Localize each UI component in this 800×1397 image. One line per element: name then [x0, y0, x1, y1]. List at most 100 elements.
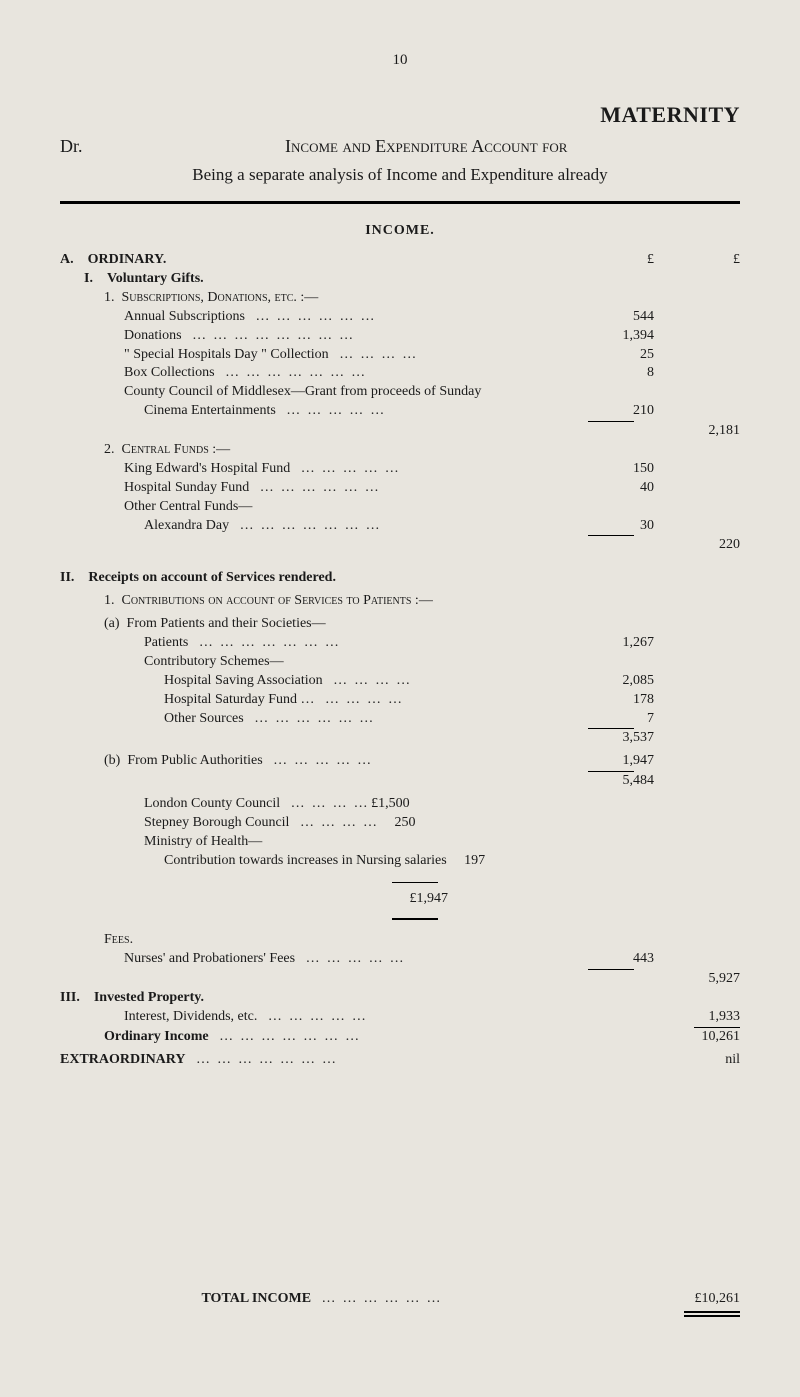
- special-hosp-label: " Special Hospitals Day " Collection: [124, 347, 329, 362]
- ordinary-income-val: 10,261: [674, 1028, 740, 1047]
- inner-rule-1947b: [60, 908, 740, 927]
- b-row: (b) From Public Authorities … … … … … 1,…: [60, 752, 740, 771]
- cinema-label: Cinema Entertainments: [144, 403, 276, 418]
- II-row: II. Receipts on account of Services rend…: [60, 569, 740, 588]
- subtotal-5484: 5,484: [588, 772, 674, 791]
- income-header: INCOME.: [60, 222, 740, 241]
- patients-val: 1,267: [588, 634, 674, 653]
- ordinary-income-label: Ordinary Income: [104, 1029, 209, 1044]
- contrib-row: 1. Contributions on account of Services …: [60, 592, 740, 611]
- stepney-val: 250: [394, 815, 415, 830]
- subs-don-label: 1. Subscriptions, Donations, etc. :—: [60, 289, 588, 308]
- hosp-saving-label: Hospital Saving Association: [164, 673, 323, 688]
- donations-row: Donations … … … … … … … … 1,394: [60, 327, 740, 346]
- nurses-fees-label: Nurses' and Probationers' Fees: [124, 951, 295, 966]
- currency-header-row: A. ORDINARY. £ £: [60, 251, 740, 270]
- subtotal-220: 220: [674, 536, 740, 555]
- account-line: Income and Expenditure Account for: [83, 134, 741, 158]
- hosp-saturday-row: Hospital Saturday Fund … … … … … 178: [60, 691, 740, 710]
- a-label: (a) From Patients and their Societies—: [60, 615, 588, 634]
- stepney-row: Stepney Borough Council … … … … 250: [60, 814, 740, 833]
- total-income-row: TOTAL INCOME … … … … … … £10,261: [60, 1290, 740, 1309]
- contribution-row: Contribution towards increases in Nursin…: [60, 852, 740, 871]
- ministry-label: Ministry of Health—: [60, 833, 588, 852]
- extraordinary-row: EXTRAORDINARY … … … … … … … nil: [60, 1051, 740, 1070]
- inner-1947: £1,947: [410, 891, 449, 906]
- stepney-label: Stepney Borough Council: [144, 815, 289, 830]
- king-edward-row: King Edward's Hospital Fund … … … … … 15…: [60, 460, 740, 479]
- other-sources-row: Other Sources … … … … … … 7: [60, 710, 740, 729]
- subtotal-3537: 3,537: [588, 729, 674, 748]
- hosp-saving-row: Hospital Saving Association … … … … 2,08…: [60, 672, 740, 691]
- london-cc-row: London County Council … … … … £1,500: [60, 795, 740, 814]
- II-label: II. Receipts on account of Services rend…: [60, 569, 588, 588]
- box-coll-label: Box Collections: [124, 365, 215, 380]
- cinema-val: 210: [588, 402, 674, 421]
- other-sources-label: Other Sources: [164, 711, 244, 726]
- total-income-label: TOTAL INCOME: [201, 1291, 311, 1306]
- page-number: 10: [60, 50, 740, 70]
- contrib-schemes-label: Contributory Schemes—: [60, 653, 588, 672]
- donations-val: 1,394: [588, 327, 674, 346]
- patients-label: Patients: [144, 635, 188, 650]
- ordinary-income-row: Ordinary Income … … … … … … … 10,261: [60, 1028, 740, 1047]
- contrib-label: 1. Contributions on account of Services …: [60, 592, 588, 611]
- special-hosp-val: 25: [588, 346, 674, 365]
- box-coll-val: 8: [588, 364, 674, 383]
- inner-1947-row: £1,947: [60, 890, 740, 909]
- other-sources-val: 7: [588, 710, 674, 729]
- hosp-sunday-row: Hospital Sunday Fund … … … … … … 40: [60, 479, 740, 498]
- hosp-saturday-label: Hospital Saturday Fund …: [164, 692, 315, 707]
- pound1: £: [588, 251, 674, 270]
- subtotal-5927-row: 5,927: [60, 970, 740, 989]
- donations-label: Donations: [124, 328, 182, 343]
- subtotal-3537-row: 3,537: [60, 729, 740, 748]
- county-council-row: County Council of Middlesex—Grant from p…: [60, 383, 740, 402]
- total-rule: [60, 1308, 740, 1317]
- interest-val: 1,933: [674, 1008, 740, 1027]
- inner-rule-1947: [60, 871, 740, 890]
- subtotal-2181-row: 2,181: [60, 422, 740, 441]
- title-maternity: MATERNITY: [60, 100, 740, 130]
- cinema-row: Cinema Entertainments … … … … … 210: [60, 402, 740, 421]
- hosp-saturday-val: 178: [588, 691, 674, 710]
- fees-header-row: Fees.: [60, 931, 740, 950]
- annual-subs-row: Annual Subscriptions … … … … … … 544: [60, 308, 740, 327]
- hosp-saving-val: 2,085: [588, 672, 674, 691]
- london-cc-val: £1,500: [371, 796, 410, 811]
- london-cc-label: London County Council: [144, 796, 280, 811]
- subtotal-5927: 5,927: [674, 970, 740, 989]
- interest-row: Interest, Dividends, etc. … … … … … 1,93…: [60, 1008, 740, 1027]
- contrib-schemes-row: Contributory Schemes—: [60, 653, 740, 672]
- box-coll-row: Box Collections … … … … … … … 8: [60, 364, 740, 383]
- interest-label: Interest, Dividends, etc.: [124, 1009, 257, 1024]
- county-council-label: County Council of Middlesex—Grant from p…: [60, 383, 588, 402]
- other-central-row: Other Central Funds—: [60, 498, 740, 517]
- voluntary-gifts: I. Voluntary Gifts.: [60, 270, 588, 289]
- annual-subs-val: 544: [588, 308, 674, 327]
- alexandra-row: Alexandra Day … … … … … … … 30: [60, 517, 740, 536]
- being-line: Being a separate analysis of Income and …: [60, 164, 740, 187]
- alexandra-val: 30: [588, 517, 674, 536]
- ministry-row: Ministry of Health—: [60, 833, 740, 852]
- special-hosp-row: " Special Hospitals Day " Collection … ……: [60, 346, 740, 365]
- nurses-fees-row: Nurses' and Probationers' Fees … … … … ……: [60, 950, 740, 969]
- subtotal-5484-row: 5,484: [60, 772, 740, 791]
- fees-header: Fees.: [60, 931, 588, 950]
- ordinary-A: A. ORDINARY.: [60, 252, 166, 267]
- heavy-rule: [60, 201, 740, 204]
- central-funds-label: 2. Central Funds :—: [60, 441, 588, 460]
- alexandra-label: Alexandra Day: [144, 518, 229, 533]
- central-funds-row: 2. Central Funds :—: [60, 441, 740, 460]
- b-val: 1,947: [588, 752, 674, 771]
- patients-row: Patients … … … … … … … 1,267: [60, 634, 740, 653]
- b-label: (b) From Public Authorities: [104, 753, 263, 768]
- subtotal-220-row: 220: [60, 536, 740, 555]
- contribution-val: 197: [464, 853, 485, 868]
- hosp-sunday-label: Hospital Sunday Fund: [124, 480, 249, 495]
- pound2: £: [674, 251, 740, 270]
- annual-subs-label: Annual Subscriptions: [124, 309, 245, 324]
- a-row: (a) From Patients and their Societies—: [60, 615, 740, 634]
- subtotal-2181: 2,181: [674, 422, 740, 441]
- nurses-fees-val: 443: [588, 950, 674, 969]
